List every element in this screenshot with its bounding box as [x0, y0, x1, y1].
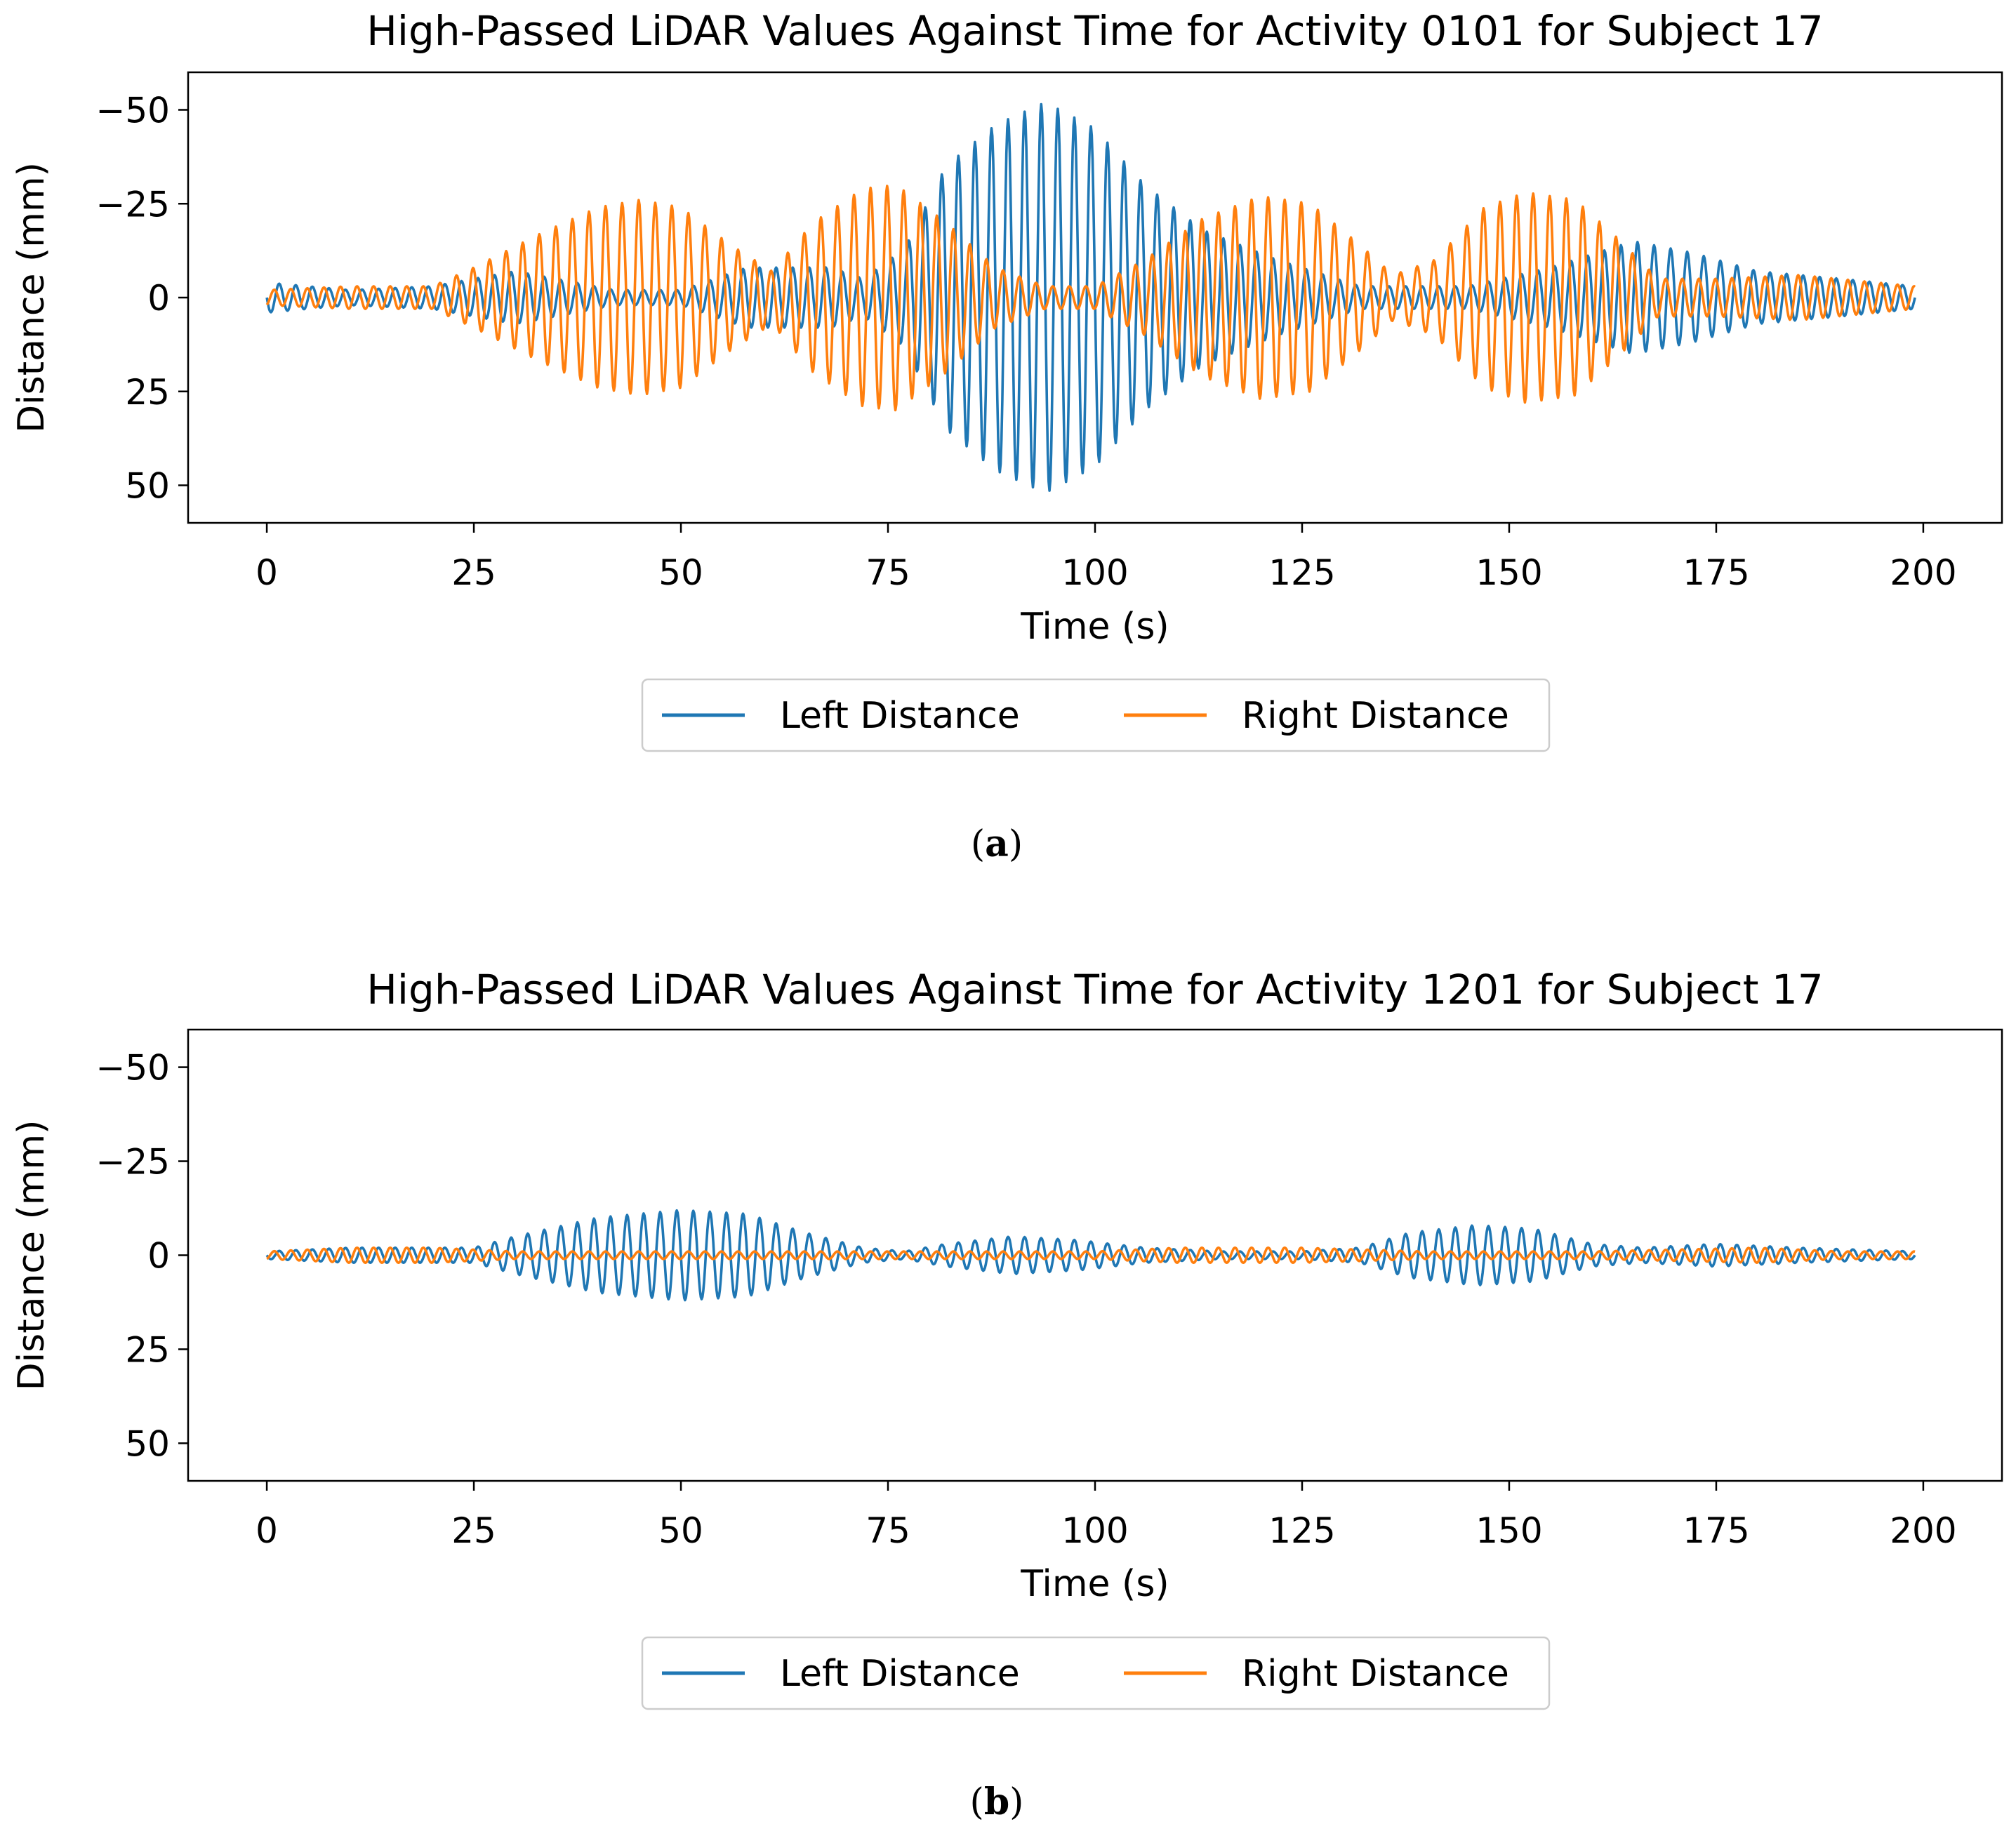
x-tick-label: 50: [658, 1510, 703, 1551]
chart-b: High-Passed LiDAR Values Against Time fo…: [11, 966, 2003, 1710]
legend-label-right: Right Distance: [1242, 1653, 1509, 1695]
x-tick-label: 125: [1268, 552, 1335, 593]
x-tick-label: 25: [451, 1510, 496, 1551]
plot-area: [265, 1209, 1916, 1302]
x-tick-label: 175: [1683, 552, 1749, 593]
y-tick-label: 0: [147, 278, 170, 319]
x-tick-label: 25: [451, 552, 496, 593]
y-tick-label: −50: [95, 1048, 170, 1089]
legend: Left Distance Right Distance: [641, 1636, 1551, 1710]
series-line-right: [265, 185, 1916, 412]
legend-label-left: Left Distance: [780, 1653, 1020, 1695]
series-line-left: [265, 1209, 1916, 1302]
panel-b-label: (b): [970, 1781, 1024, 1823]
legend-label-right: Right Distance: [1242, 695, 1509, 737]
chart-title: High-Passed LiDAR Values Against Time fo…: [366, 966, 1823, 1013]
y-tick-label: −50: [95, 91, 170, 131]
x-tick-label: 0: [256, 1510, 278, 1551]
chart-title: High-Passed LiDAR Values Against Time fo…: [366, 7, 1823, 55]
panel-a-label-close: ): [1009, 823, 1023, 865]
series-line-right: [266, 1246, 1916, 1264]
panel-b-label-close: ): [1009, 1781, 1023, 1823]
y-axis-label: Distance (mm): [11, 1120, 53, 1391]
panel-a-label-letter: a: [985, 823, 1009, 865]
x-tick-label: 125: [1268, 1510, 1335, 1551]
panel-b-label-letter: b: [984, 1781, 1009, 1823]
x-tick-label: 200: [1890, 552, 1956, 593]
y-axis-label: Distance (mm): [11, 162, 53, 433]
x-tick-label: 100: [1061, 1510, 1128, 1551]
y-tick-label: 0: [147, 1236, 170, 1277]
x-tick-label: 0: [256, 552, 278, 593]
y-tick-label: −25: [95, 184, 170, 225]
series-line-left: [265, 102, 1916, 492]
x-axis-label: Time (s): [1020, 1563, 1169, 1605]
y-tick-label: 50: [125, 466, 170, 507]
y-tick-label: 25: [125, 372, 170, 413]
x-tick-label: 150: [1475, 552, 1542, 593]
x-tick-label: 50: [658, 552, 703, 593]
x-axis-label: Time (s): [1020, 606, 1169, 648]
x-tick-label: 75: [866, 1510, 910, 1551]
x-tick-label: 175: [1683, 1510, 1749, 1551]
x-tick-label: 100: [1061, 552, 1128, 593]
chart-a: High-Passed LiDAR Values Against Time fo…: [11, 7, 2003, 752]
x-tick-label: 150: [1475, 1510, 1542, 1551]
y-tick-label: −25: [95, 1142, 170, 1183]
x-tick-label: 75: [866, 552, 910, 593]
y-tick-label: 50: [125, 1423, 170, 1464]
legend: Left Distance Right Distance: [641, 678, 1551, 752]
panel-b-label-open: (: [970, 1781, 984, 1823]
y-tick-label: 25: [125, 1329, 170, 1370]
plot-area: [265, 102, 1916, 492]
panel-a-label-open: (: [971, 823, 985, 865]
legend-label-left: Left Distance: [780, 695, 1020, 737]
panel-a-label: (a): [971, 823, 1023, 865]
x-tick-label: 200: [1890, 1510, 1956, 1551]
